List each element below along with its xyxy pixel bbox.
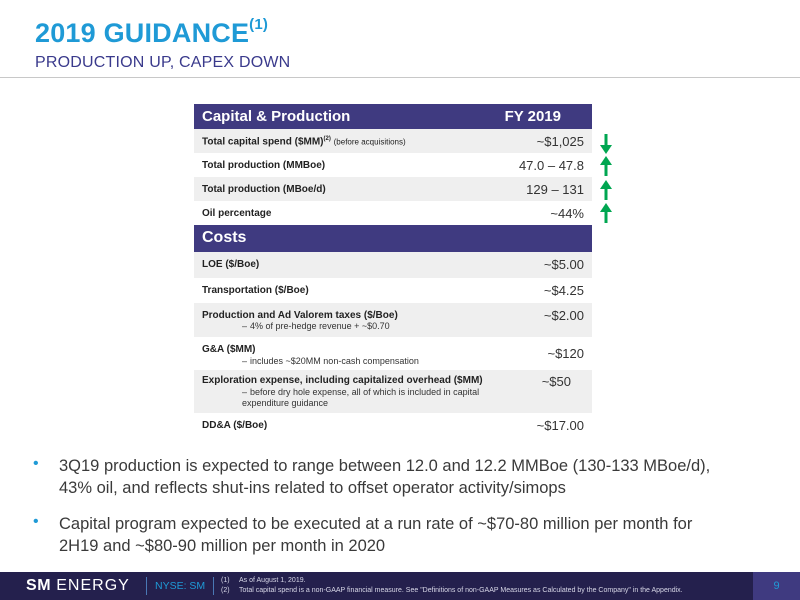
row-label: LOE ($/Boe) bbox=[202, 259, 260, 270]
row-label: Total production (MBoe/d) bbox=[202, 184, 326, 195]
ticker-symbol: NYSE: SM bbox=[155, 580, 206, 592]
row-value: ~$17.00 bbox=[536, 418, 584, 433]
guidance-table: Capital & Production FY 2019 Total capit… bbox=[194, 104, 592, 437]
table-row-transportation: Transportation ($/Boe) ~$4.25 bbox=[194, 278, 592, 303]
table-row-production-taxes: Production and Ad Valorem taxes ($/Boe) … bbox=[194, 303, 592, 337]
column-header-fy2019: FY 2019 bbox=[504, 108, 561, 125]
arrow-up-icon bbox=[600, 180, 612, 200]
row-value: ~$1,025 bbox=[536, 134, 584, 149]
page-number: 9 bbox=[773, 580, 780, 592]
row-label: Transportation ($/Boe) bbox=[202, 285, 309, 296]
row-value: ~$5.00 bbox=[543, 257, 584, 272]
row-label: Production and Ad Valorem taxes ($/Boe) bbox=[202, 310, 398, 321]
company-logo: SM ENERGY bbox=[26, 577, 130, 594]
footnote-2: (2) Total capital spend is a non-GAAP fin… bbox=[221, 587, 683, 594]
row-label: G&A ($MM) bbox=[202, 344, 256, 355]
row-label: Total capital spend ($MM)(2) (before acq… bbox=[202, 136, 406, 148]
table-row-oil-percentage: Oil percentage ~44% bbox=[194, 201, 592, 225]
page-number-box: 9 bbox=[753, 572, 800, 600]
table-row-production-mboed: Total production (MBoe/d) 129 – 131 bbox=[194, 177, 592, 201]
row-value: 129 – 131 bbox=[526, 182, 584, 197]
row-note: – includes ~$20MM non-cash compensation bbox=[242, 356, 419, 366]
row-value: 47.0 – 47.8 bbox=[518, 158, 584, 173]
bullet-list: • 3Q19 production is expected to range b… bbox=[33, 455, 773, 557]
row-label: Total production (MMBoe) bbox=[202, 160, 326, 171]
row-note-continued: expenditure guidance bbox=[242, 398, 329, 408]
row-value: ~$50 bbox=[541, 374, 571, 389]
header-divider bbox=[0, 77, 800, 78]
footer-divider bbox=[146, 577, 147, 595]
section-label: Capital & Production bbox=[202, 108, 351, 125]
row-note: –4% of pre-hedge revenue + ~$0.70 bbox=[242, 321, 390, 331]
bullet-item: • Capital program expected to be execute… bbox=[33, 513, 693, 555]
row-label: DD&A ($/Boe) bbox=[202, 420, 268, 431]
row-label: Oil percentage bbox=[202, 208, 272, 219]
table-row-dda: DD&A ($/Boe) ~$17.00 bbox=[194, 413, 592, 437]
bullet-marker: • bbox=[33, 455, 39, 472]
title-footnote-ref: (1) bbox=[249, 16, 269, 33]
row-value: ~$2.00 bbox=[543, 308, 584, 323]
table-row-exploration: Exploration expense, including capitaliz… bbox=[194, 370, 592, 413]
table-row-capital-spend: Total capital spend ($MM)(2) (before acq… bbox=[194, 129, 592, 153]
table-row-ga: G&A ($MM) – includes ~$20MM non-cash comp… bbox=[194, 337, 592, 370]
table-row-loe: LOE ($/Boe) ~$5.00 bbox=[194, 252, 592, 278]
row-value: ~44% bbox=[550, 206, 584, 221]
section-header-capital: Capital & Production FY 2019 bbox=[194, 104, 592, 129]
page-title: 2019 GUIDANCE(1) bbox=[35, 16, 269, 48]
arrow-up-icon bbox=[600, 156, 612, 176]
footnote-1: (1) As of August 1, 2019. bbox=[221, 577, 306, 584]
arrow-down-icon bbox=[600, 134, 612, 154]
footer-divider bbox=[213, 577, 214, 595]
section-header-costs: Costs bbox=[194, 225, 592, 252]
arrow-up-icon bbox=[600, 203, 612, 223]
row-note: – before dry hole expense, all of which i… bbox=[242, 387, 480, 397]
row-label: Exploration expense, including capitaliz… bbox=[202, 375, 483, 386]
row-value: ~$4.25 bbox=[543, 283, 584, 298]
page-subtitle: PRODUCTION UP, CAPEX DOWN bbox=[35, 54, 291, 71]
bullet-marker: • bbox=[33, 513, 39, 530]
footer: SM ENERGY NYSE: SM (1) As of August 1, 20… bbox=[0, 572, 800, 600]
table-row-production-mmboe: Total production (MMBoe) 47.0 – 47.8 bbox=[194, 153, 592, 177]
row-value: ~$120 bbox=[547, 346, 584, 361]
section-label: Costs bbox=[202, 229, 247, 246]
bullet-item: • 3Q19 production is expected to range b… bbox=[33, 455, 711, 497]
